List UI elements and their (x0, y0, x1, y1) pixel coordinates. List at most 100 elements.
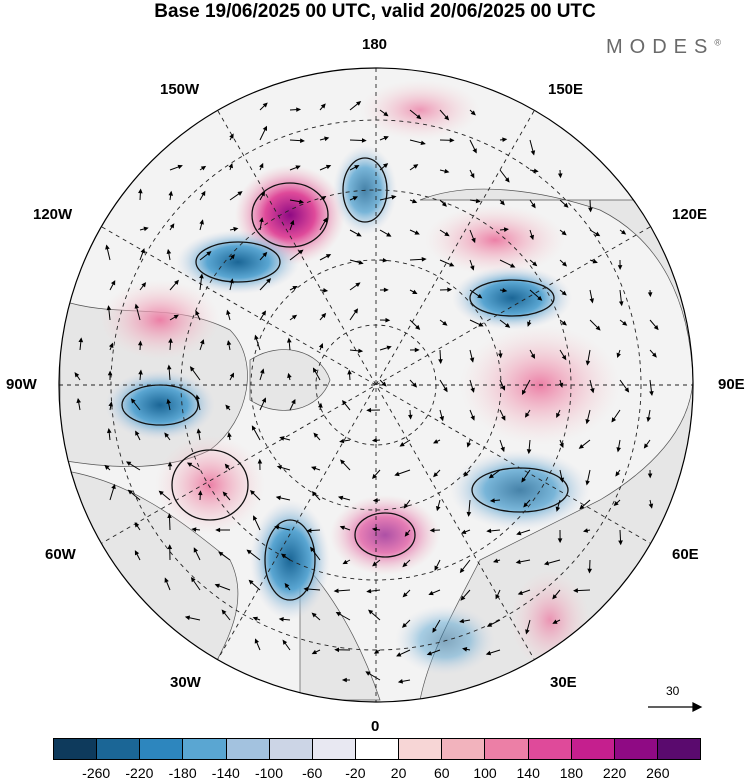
wind-vector-head (295, 165, 301, 170)
wind-vector-head (444, 168, 450, 174)
wind-vector-head (291, 398, 296, 405)
wind-vector-head (137, 340, 143, 346)
lon-label-90e: 90E (718, 376, 745, 393)
wind-vector-head (169, 223, 175, 229)
wind-vector-head (225, 404, 231, 410)
wind-vector-head (412, 289, 418, 295)
wind-vector-head (257, 458, 263, 464)
wind-vector-head (470, 387, 475, 393)
wind-vector-head (587, 568, 593, 574)
wind-vector-head (292, 285, 298, 291)
wind-vector-head (106, 428, 112, 434)
wind-vector-head (611, 417, 617, 423)
wind-vector-head (552, 594, 558, 600)
wind-vector-head (420, 140, 426, 146)
wind-vector-head (530, 353, 536, 359)
wind-vector-head (523, 502, 529, 508)
wind-vector-head (470, 173, 475, 179)
wind-vector-head (489, 498, 495, 503)
wind-vector-head (647, 292, 653, 298)
wind-vector-head (421, 257, 427, 262)
brand-logo: MODES® (606, 36, 721, 58)
wind-vector-head (588, 207, 593, 213)
wind-vector-head (428, 590, 434, 596)
wind-vector-head (391, 195, 397, 200)
wind-vector-head (444, 231, 450, 237)
wind-vector-head (193, 547, 199, 553)
wind-vector-head (559, 442, 564, 449)
wind-vector-head (499, 200, 505, 206)
wind-vector-head (333, 588, 339, 594)
wind-vector-head (229, 372, 235, 378)
wind-vector-head (498, 353, 503, 359)
wind-vector-head (385, 317, 391, 323)
wind-vector-head (618, 301, 624, 307)
colorbar-swatch (398, 739, 442, 759)
wind-vector-head (287, 372, 292, 379)
wind-vector-head (221, 609, 227, 615)
wind-vector-head (556, 412, 561, 419)
wind-vector-head (366, 588, 372, 594)
wind-vector-head (167, 513, 172, 519)
wind-vector-head (355, 282, 361, 288)
wind-vector-head (500, 446, 505, 453)
wind-vector-head (76, 397, 81, 404)
wind-vector-head (397, 679, 404, 684)
colorbar-swatch (225, 739, 269, 759)
wind-vector-head (337, 495, 344, 501)
wind-vector-head (408, 414, 413, 420)
colorbar-swatch (268, 739, 312, 759)
wind-vector-head (334, 647, 339, 653)
wind-vector-head (166, 364, 172, 370)
wind-vector-head (166, 248, 172, 255)
wind-vector-head (311, 649, 317, 655)
wind-vector-head (504, 322, 511, 328)
wind-vector-head (286, 337, 292, 343)
wind-vector-head (649, 390, 654, 397)
wind-vector-head (555, 506, 561, 512)
wind-vector-head (174, 279, 179, 285)
wind-vector-head (521, 389, 527, 396)
wind-vector-head (306, 528, 312, 533)
wind-vector-head (135, 430, 140, 436)
colorbar-tick-label: -60 (302, 765, 323, 781)
wind-vector-head (110, 280, 116, 286)
wind-vector-head (313, 432, 319, 438)
graticule (59, 68, 693, 702)
wind-vector-head (557, 173, 563, 179)
wind-vector-head (618, 540, 623, 546)
wind-vector-head (585, 419, 590, 425)
wind-vector-head (266, 278, 272, 284)
wind-vector-head (415, 324, 421, 330)
wind-vector-head (298, 199, 305, 205)
wind-vector-head (298, 249, 304, 255)
colorbar-swatch (354, 739, 399, 759)
wind-vector-head (318, 343, 324, 349)
wind-vector-head (412, 382, 418, 388)
wind-vector-head (199, 339, 205, 345)
colorbar-swatch (96, 739, 140, 759)
wind-vector-head (158, 490, 164, 496)
wind-vector-head (573, 588, 578, 593)
wind-vector-head (229, 133, 234, 139)
wind-vector-head (250, 490, 256, 496)
colorbar-tick-label: 140 (516, 765, 540, 781)
wind-vector-head (168, 337, 173, 343)
wind-vector-head (303, 586, 309, 592)
wind-vector-head (459, 618, 465, 624)
wind-vector-head (444, 115, 450, 121)
wind-vector-head (199, 219, 204, 225)
wind-vector-head (104, 464, 110, 470)
wind-vector-head (501, 415, 506, 421)
wind-vector-head (339, 459, 346, 465)
wind-vector-head (143, 226, 149, 232)
wind-vector-head (478, 322, 484, 327)
colorbar-swatch (484, 739, 528, 759)
wind-vector-head (224, 463, 230, 469)
wind-vector-head (414, 347, 420, 353)
wind-vector-head (353, 308, 359, 314)
wind-vector-head (312, 367, 318, 373)
colorbar-tick-label: -260 (82, 765, 111, 781)
wind-vector-head (485, 650, 492, 656)
wind-vector-head (488, 473, 494, 479)
